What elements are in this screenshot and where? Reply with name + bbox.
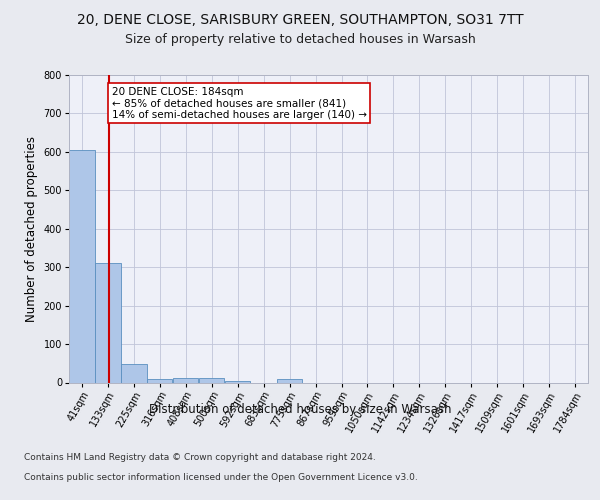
Bar	[277, 380, 302, 382]
Text: Contains public sector information licensed under the Open Government Licence v3: Contains public sector information licen…	[24, 472, 418, 482]
Text: Size of property relative to detached houses in Warsash: Size of property relative to detached ho…	[125, 32, 475, 46]
Bar	[225, 380, 250, 382]
Bar	[95, 264, 121, 382]
Bar	[70, 150, 95, 382]
Text: Contains HM Land Registry data © Crown copyright and database right 2024.: Contains HM Land Registry data © Crown c…	[24, 452, 376, 462]
Y-axis label: Number of detached properties: Number of detached properties	[25, 136, 38, 322]
Text: Distribution of detached houses by size in Warsash: Distribution of detached houses by size …	[149, 402, 451, 415]
Bar	[121, 364, 146, 382]
Bar	[147, 378, 172, 382]
Text: 20 DENE CLOSE: 184sqm
← 85% of detached houses are smaller (841)
14% of semi-det: 20 DENE CLOSE: 184sqm ← 85% of detached …	[112, 86, 367, 120]
Bar	[199, 378, 224, 382]
Text: 20, DENE CLOSE, SARISBURY GREEN, SOUTHAMPTON, SO31 7TT: 20, DENE CLOSE, SARISBURY GREEN, SOUTHAM…	[77, 12, 523, 26]
Bar	[173, 378, 199, 382]
